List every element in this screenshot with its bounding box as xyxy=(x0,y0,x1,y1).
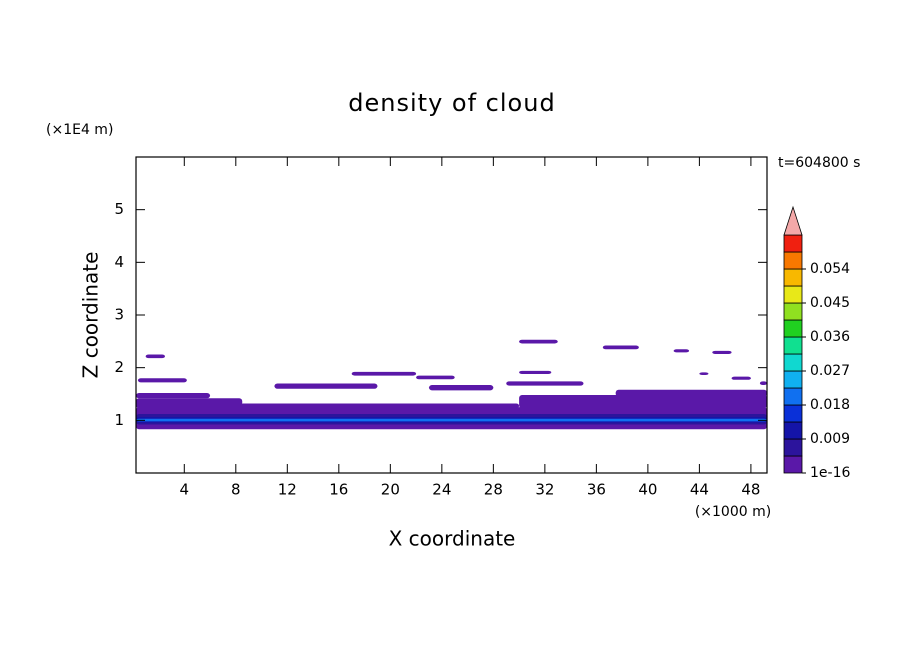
x-tick-label: 24 xyxy=(432,481,451,499)
y-tick-label: 5 xyxy=(114,200,124,218)
colorbar-box xyxy=(783,251,803,270)
contour-region xyxy=(519,339,558,344)
x-tick-label: 4 xyxy=(180,481,190,499)
colorbar-box xyxy=(783,319,803,338)
contour-region xyxy=(602,345,639,350)
x-tick-label: 44 xyxy=(690,481,709,499)
colorbar-tick-label: 0.018 xyxy=(810,397,850,413)
colorbar-box xyxy=(783,387,803,406)
colorbar-tick-label: 0.045 xyxy=(810,295,850,311)
colorbar-box xyxy=(783,302,803,321)
contour-region xyxy=(351,371,417,376)
colorbar-box xyxy=(783,370,803,389)
x-tick-label: 16 xyxy=(329,481,348,499)
colorbar-tick-label: 0.036 xyxy=(810,329,850,345)
contour-region xyxy=(673,349,690,353)
contour-region xyxy=(136,418,767,422)
contour-region xyxy=(615,389,767,397)
colorbar-tick-label: 1e-16 xyxy=(810,465,850,481)
contour-region xyxy=(428,385,494,391)
colorbar-box xyxy=(783,234,803,253)
y-axis-title: Z coordinate xyxy=(79,252,103,379)
contour-region xyxy=(519,395,767,409)
contour-region xyxy=(136,392,211,399)
x-tick-label: 8 xyxy=(231,481,241,499)
x-tick-label: 28 xyxy=(484,481,503,499)
contour-region xyxy=(416,375,455,380)
colorbar-box xyxy=(783,421,803,440)
x-unit: (×1000 m) xyxy=(695,504,771,520)
x-tick-label: 36 xyxy=(587,481,606,499)
contour-region xyxy=(274,383,378,389)
contour-region xyxy=(137,378,187,383)
colorbar-tick-label: 0.009 xyxy=(810,431,850,447)
contour-region xyxy=(699,372,709,376)
contour-region xyxy=(712,350,732,354)
contour-region xyxy=(145,354,165,359)
time-label: t=604800 s xyxy=(778,155,860,171)
contour-region xyxy=(759,381,767,386)
y-tick-label: 1 xyxy=(114,411,124,429)
x-tick-label: 12 xyxy=(278,481,297,499)
colorbar-tick-label: 0.054 xyxy=(810,261,850,277)
colorbar-box xyxy=(783,285,803,304)
chart-title: density of cloud xyxy=(348,89,555,117)
x-tick-label: 40 xyxy=(638,481,657,499)
colorbar-extension xyxy=(783,205,803,236)
contour-region xyxy=(506,381,584,386)
y-tick-label: 2 xyxy=(114,358,124,376)
contour-region xyxy=(136,398,243,406)
x-tick-label: 48 xyxy=(741,481,760,499)
x-tick-label: 20 xyxy=(381,481,400,499)
colorbar-box xyxy=(783,438,803,457)
y-tick-label: 4 xyxy=(114,253,124,271)
colorbar-box xyxy=(783,404,803,423)
colorbar-tick-label: 0.027 xyxy=(810,363,850,379)
colorbar-box xyxy=(783,353,803,372)
x-tick-label: 32 xyxy=(535,481,554,499)
y-unit: (×1E4 m) xyxy=(46,122,113,138)
colorbar-box xyxy=(783,336,803,355)
colorbar-box xyxy=(783,455,803,474)
y-tick-label: 3 xyxy=(114,306,124,324)
colorbar-box xyxy=(783,268,803,287)
contour-region xyxy=(519,370,552,374)
x-axis-title: X coordinate xyxy=(389,527,516,551)
contour-region xyxy=(731,376,751,380)
